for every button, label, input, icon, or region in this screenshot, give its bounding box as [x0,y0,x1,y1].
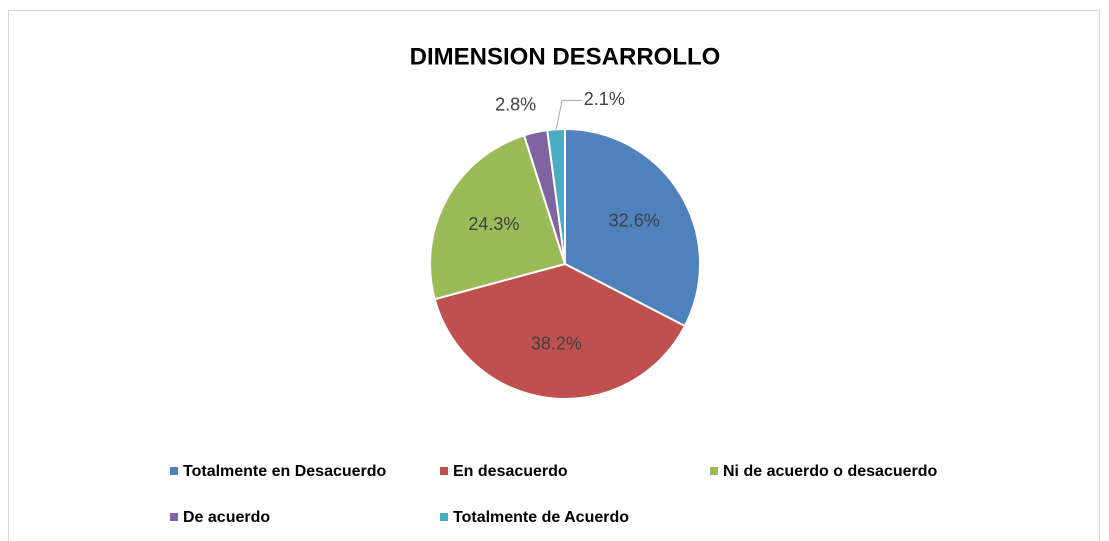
legend-label: De acuerdo [183,509,270,526]
legend-label: En desacuerdo [453,463,568,480]
pie-slice [429,134,567,301]
data-label: 32.6% [609,211,660,231]
pie-slice [433,262,687,400]
legend-swatch [440,513,448,521]
data-label: 2.1% [584,89,625,109]
data-label: 38.2% [531,333,582,353]
legend-label: Totalmente de Acuerdo [453,509,629,526]
legend-swatch [440,467,448,475]
legend-label: Ni de acuerdo o desacuerdo [723,463,938,480]
legend-swatch [170,513,178,521]
data-label: 24.3% [468,214,519,234]
chart-title: DIMENSION DESARROLLO [410,43,721,70]
leader-line [555,99,583,130]
legend-label: Totalmente en Desacuerdo [183,463,387,480]
legend-swatch [710,467,718,475]
data-label: 2.8% [495,95,536,115]
pie-slice [564,127,701,328]
legend-swatch [170,467,178,475]
